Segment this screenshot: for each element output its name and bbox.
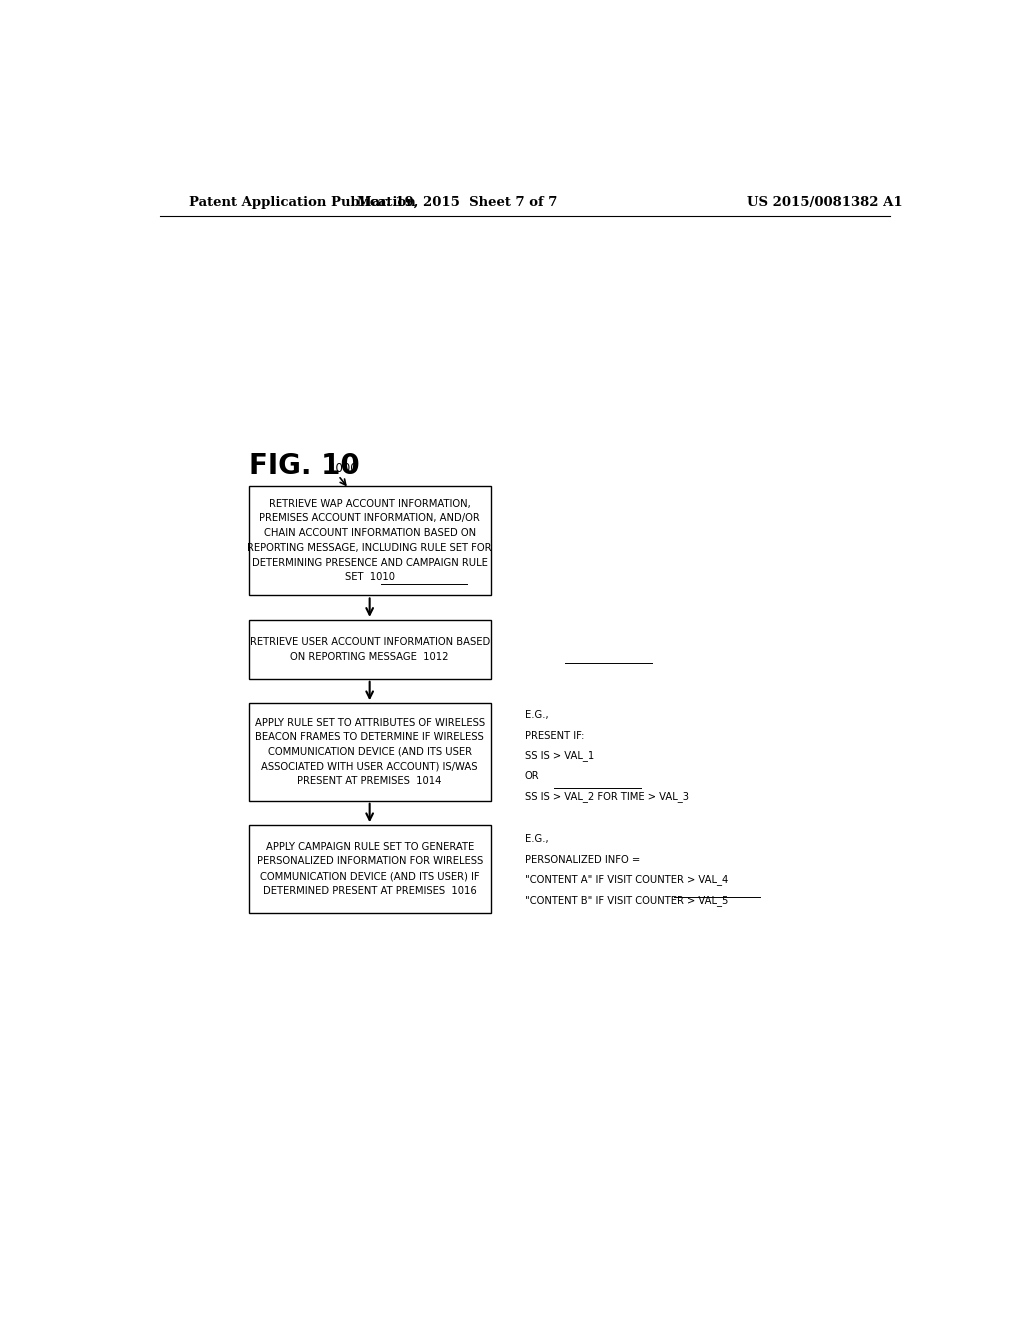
Text: E.G.,: E.G., [524, 834, 549, 845]
Text: OR: OR [524, 771, 540, 781]
Text: PRESENT IF:: PRESENT IF: [524, 731, 584, 741]
Text: SS IS > VAL_1: SS IS > VAL_1 [524, 751, 594, 762]
FancyBboxPatch shape [249, 704, 490, 801]
Text: COMMUNICATION DEVICE (AND ITS USER: COMMUNICATION DEVICE (AND ITS USER [267, 747, 472, 756]
Text: REPORTING MESSAGE, INCLUDING RULE SET FOR: REPORTING MESSAGE, INCLUDING RULE SET FO… [248, 543, 492, 553]
Text: RETRIEVE WAP ACCOUNT INFORMATION,: RETRIEVE WAP ACCOUNT INFORMATION, [268, 499, 470, 508]
Text: FIG. 10: FIG. 10 [249, 453, 359, 480]
Text: SS IS > VAL_2 FOR TIME > VAL_3: SS IS > VAL_2 FOR TIME > VAL_3 [524, 791, 689, 803]
Text: PREMISES ACCOUNT INFORMATION, AND/OR: PREMISES ACCOUNT INFORMATION, AND/OR [259, 513, 480, 524]
FancyBboxPatch shape [249, 486, 490, 595]
Text: ON REPORTING MESSAGE  1012: ON REPORTING MESSAGE 1012 [291, 652, 449, 661]
Text: COMMUNICATION DEVICE (AND ITS USER) IF: COMMUNICATION DEVICE (AND ITS USER) IF [260, 871, 479, 882]
Text: APPLY CAMPAIGN RULE SET TO GENERATE: APPLY CAMPAIGN RULE SET TO GENERATE [265, 842, 474, 851]
Text: SET  1010: SET 1010 [345, 573, 394, 582]
Text: E.G.,: E.G., [524, 710, 549, 721]
Text: Patent Application Publication: Patent Application Publication [189, 195, 416, 209]
Text: APPLY RULE SET TO ATTRIBUTES OF WIRELESS: APPLY RULE SET TO ATTRIBUTES OF WIRELESS [255, 718, 484, 727]
Text: "CONTENT B" IF VISIT COUNTER > VAL_5: "CONTENT B" IF VISIT COUNTER > VAL_5 [524, 895, 728, 906]
Text: US 2015/0081382 A1: US 2015/0081382 A1 [748, 195, 902, 209]
Text: DETERMINING PRESENCE AND CAMPAIGN RULE: DETERMINING PRESENCE AND CAMPAIGN RULE [252, 557, 487, 568]
Text: 1000: 1000 [329, 462, 358, 475]
Text: CHAIN ACCOUNT INFORMATION BASED ON: CHAIN ACCOUNT INFORMATION BASED ON [263, 528, 476, 539]
Text: Mar. 19, 2015  Sheet 7 of 7: Mar. 19, 2015 Sheet 7 of 7 [357, 195, 557, 209]
Text: PERSONALIZED INFORMATION FOR WIRELESS: PERSONALIZED INFORMATION FOR WIRELESS [257, 857, 482, 866]
Text: BEACON FRAMES TO DETERMINE IF WIRELESS: BEACON FRAMES TO DETERMINE IF WIRELESS [255, 733, 484, 742]
Text: PERSONALIZED INFO =: PERSONALIZED INFO = [524, 855, 640, 865]
Text: RETRIEVE USER ACCOUNT INFORMATION BASED: RETRIEVE USER ACCOUNT INFORMATION BASED [250, 638, 489, 647]
Text: ASSOCIATED WITH USER ACCOUNT) IS/WAS: ASSOCIATED WITH USER ACCOUNT) IS/WAS [261, 762, 478, 772]
FancyBboxPatch shape [249, 825, 490, 912]
Text: DETERMINED PRESENT AT PREMISES  1016: DETERMINED PRESENT AT PREMISES 1016 [263, 886, 476, 896]
FancyBboxPatch shape [249, 620, 490, 678]
Text: "CONTENT A" IF VISIT COUNTER > VAL_4: "CONTENT A" IF VISIT COUNTER > VAL_4 [524, 875, 728, 886]
Text: PRESENT AT PREMISES  1014: PRESENT AT PREMISES 1014 [297, 776, 441, 787]
